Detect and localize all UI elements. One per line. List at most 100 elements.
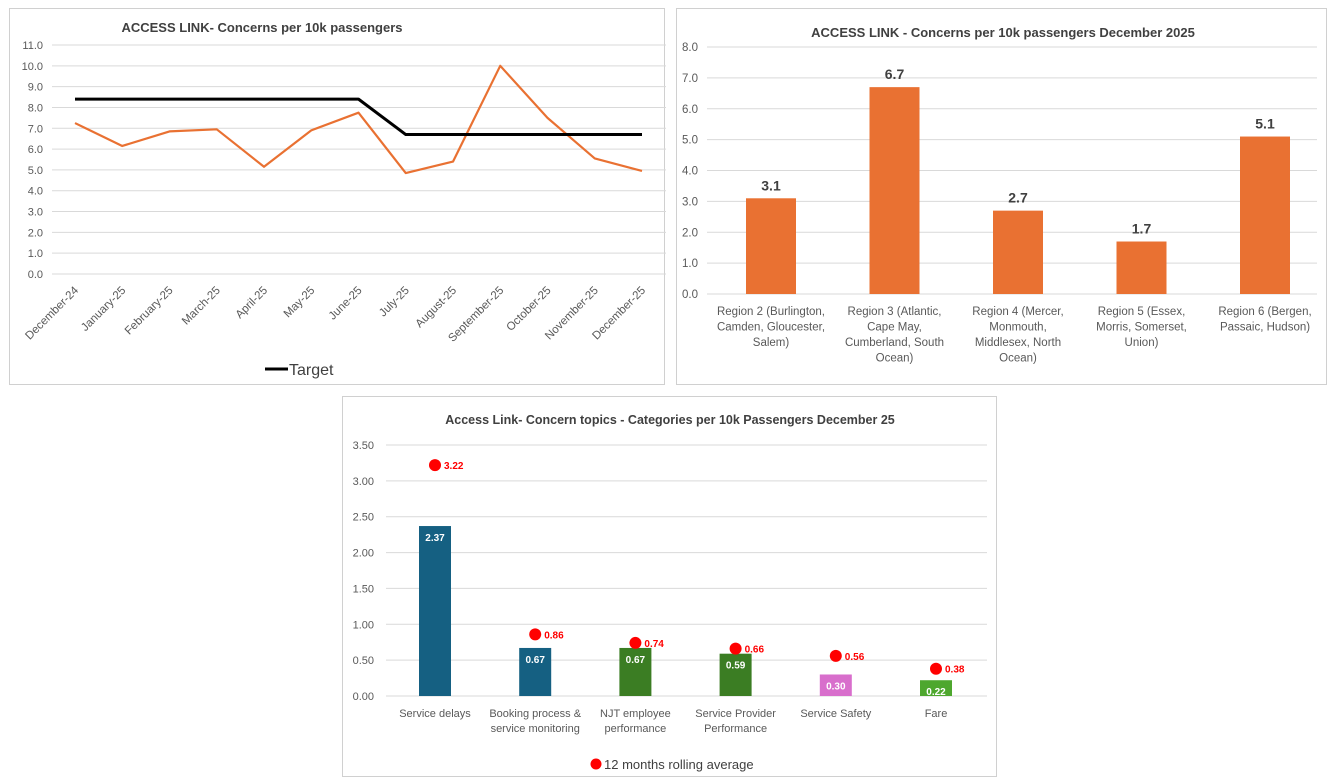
bar-data-label: 0.30 bbox=[826, 681, 846, 692]
bar-data-label: 0.67 bbox=[626, 655, 646, 666]
bar-data-label: 5.1 bbox=[1255, 116, 1275, 132]
bar bbox=[719, 653, 752, 696]
y-tick-label: 11.0 bbox=[22, 40, 43, 52]
rolling-average-label: 0.56 bbox=[845, 652, 865, 663]
rolling-average-marker bbox=[529, 628, 542, 641]
y-tick-label: 2.0 bbox=[28, 227, 43, 239]
x-tick-label: January-25 bbox=[79, 285, 128, 334]
bar-data-label: 0.59 bbox=[726, 661, 746, 672]
chart-concern-topics: Access Link- Concern topics - Categories… bbox=[342, 396, 997, 777]
bar bbox=[993, 210, 1043, 294]
y-tick-label: 3.50 bbox=[353, 440, 374, 452]
x-category-label: Region 3 (Atlantic, bbox=[848, 306, 942, 318]
y-tick-label: 1.00 bbox=[353, 619, 374, 631]
y-tick-label: 0.0 bbox=[682, 289, 698, 301]
y-tick-label: 4.0 bbox=[682, 166, 698, 178]
bar-data-label: 6.7 bbox=[885, 66, 905, 82]
rolling-average-label: 3.22 bbox=[444, 461, 464, 472]
x-tick-label: October-25 bbox=[504, 285, 553, 334]
x-category-label: Morris, Somerset, bbox=[1096, 322, 1187, 334]
bar bbox=[746, 198, 796, 294]
x-category-label: Monmouth, bbox=[989, 322, 1047, 334]
y-tick-label: 6.0 bbox=[682, 104, 698, 116]
x-category-label: Ocean) bbox=[876, 353, 914, 365]
x-category-label: Passaic, Hudson) bbox=[1220, 322, 1310, 334]
x-tick-label: December-24 bbox=[23, 284, 81, 342]
y-tick-label: 1.0 bbox=[28, 248, 43, 260]
x-category-label: Fare bbox=[925, 708, 948, 720]
rolling-average-label: 0.38 bbox=[945, 665, 965, 676]
y-tick-label: 7.0 bbox=[682, 73, 698, 85]
bar bbox=[619, 647, 652, 696]
y-tick-label: 3.00 bbox=[353, 476, 374, 488]
x-tick-label: August-25 bbox=[414, 285, 460, 331]
x-category-label: Region 5 (Essex, bbox=[1098, 306, 1186, 318]
y-tick-label: 10.0 bbox=[22, 61, 43, 73]
bar-data-label: 3.1 bbox=[761, 177, 781, 193]
x-category-label: Union) bbox=[1125, 337, 1159, 349]
rolling-average-marker bbox=[930, 662, 942, 675]
concerns-line bbox=[74, 64, 643, 175]
x-category-label: Service delays bbox=[399, 708, 471, 720]
x-tick-label: April-25 bbox=[234, 285, 271, 322]
rolling-average-label: 0.66 bbox=[745, 645, 765, 656]
x-category-label: Camden, Gloucester, bbox=[717, 322, 825, 334]
bar-chart-region-svg: ACCESS LINK - Concerns per 10k passenger… bbox=[682, 25, 1317, 365]
x-category-label: Region 4 (Mercer, bbox=[972, 306, 1063, 318]
bar bbox=[519, 647, 552, 696]
y-tick-label: 2.0 bbox=[682, 227, 698, 239]
bar bbox=[419, 526, 451, 696]
chart-title: ACCESS LINK- Concerns per 10k passengers bbox=[121, 20, 402, 35]
x-category-label: Cape May, bbox=[867, 322, 922, 334]
target-line bbox=[75, 97, 642, 137]
rolling-average-label: 0.86 bbox=[544, 630, 564, 641]
x-category-label: Middlesex, North bbox=[975, 337, 1061, 349]
rolling-average-marker bbox=[829, 649, 842, 662]
x-category-label: Cumberland, South bbox=[845, 337, 944, 349]
y-tick-label: 7.0 bbox=[28, 123, 43, 135]
y-tick-label: 0.0 bbox=[28, 269, 43, 281]
x-tick-label: June-25 bbox=[327, 285, 365, 323]
rolling-average-marker bbox=[629, 636, 642, 649]
x-tick-label: February-25 bbox=[123, 285, 176, 338]
x-category-label: Service Safety bbox=[800, 708, 871, 720]
bar bbox=[819, 674, 852, 696]
x-category-label: Ocean) bbox=[999, 353, 1037, 365]
chart-title: ACCESS LINK - Concerns per 10k passenger… bbox=[811, 25, 1195, 40]
chart-concerns-by-region: ACCESS LINK - Concerns per 10k passenger… bbox=[676, 8, 1327, 385]
legend-target-label: Target bbox=[289, 362, 334, 379]
bar bbox=[869, 87, 920, 294]
bar bbox=[1240, 136, 1290, 294]
y-tick-label: 6.0 bbox=[28, 144, 43, 156]
rolling-average-marker bbox=[429, 459, 441, 472]
y-tick-label: 1.0 bbox=[682, 258, 698, 270]
x-category-label: NJT employee bbox=[600, 708, 671, 720]
x-category-label: Service Provider bbox=[695, 708, 776, 720]
bar-data-label: 0.67 bbox=[525, 655, 545, 666]
bar bbox=[1116, 241, 1167, 294]
x-category-label: service monitoring bbox=[491, 723, 580, 735]
x-category-label: Region 6 (Bergen, bbox=[1218, 306, 1311, 318]
y-tick-label: 9.0 bbox=[28, 82, 43, 94]
rolling-average-label: 0.74 bbox=[644, 639, 664, 650]
bar-data-label: 2.37 bbox=[425, 533, 445, 544]
bar bbox=[920, 680, 952, 696]
bar-data-label: 0.22 bbox=[926, 687, 946, 698]
line-chart-svg: ACCESS LINK- Concerns per 10k passengers… bbox=[22, 20, 666, 379]
x-tick-label: May-25 bbox=[282, 285, 318, 321]
y-tick-label: 3.0 bbox=[682, 196, 698, 208]
bar-data-label: 2.7 bbox=[1008, 190, 1028, 206]
bar-data-label: 1.7 bbox=[1132, 221, 1152, 237]
chart-concerns-trend: ACCESS LINK- Concerns per 10k passengers… bbox=[9, 8, 666, 385]
y-tick-label: 8.0 bbox=[28, 102, 43, 114]
legend-rolling-average-swatch bbox=[590, 758, 602, 770]
x-tick-label: July-25 bbox=[377, 285, 412, 320]
chart-title: Access Link- Concern topics - Categories… bbox=[445, 413, 895, 427]
legend-rolling-average-label: 12 months rolling average bbox=[604, 757, 754, 772]
y-tick-label: 3.0 bbox=[28, 207, 43, 219]
x-category-label: performance bbox=[605, 723, 667, 735]
y-tick-label: 8.0 bbox=[682, 42, 698, 54]
x-category-label: Performance bbox=[704, 723, 767, 735]
y-tick-label: 0.00 bbox=[353, 691, 374, 703]
y-tick-label: 4.0 bbox=[28, 186, 43, 198]
